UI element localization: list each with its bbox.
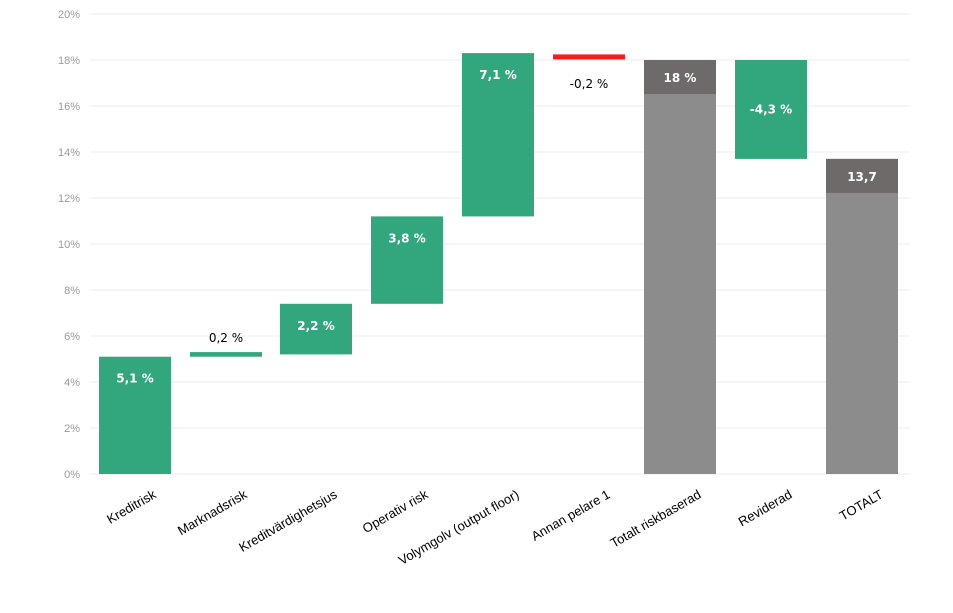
bar-total-cap [644,60,716,94]
y-tick-label: 20% [58,9,80,21]
x-tick-label: Totalt riskbaserad [608,487,704,551]
y-tick-label: 18% [58,55,80,67]
data-label: 5,1 % [116,372,153,386]
data-label: 13,7 [847,170,877,184]
bar-decrease [553,54,625,60]
data-label: 7,1 % [479,68,516,82]
bars [99,53,898,474]
y-tick-label: 10% [58,239,80,251]
data-label: -0,2 % [570,77,609,91]
y-tick-label: 16% [58,101,80,113]
bar-total [826,158,898,474]
bar-increase [99,356,171,474]
y-tick-label: 2% [64,423,80,435]
x-tick-label: Kreditrisk [104,486,159,526]
x-tick-label: Operativ risk [360,486,431,536]
bar-decrease [735,60,807,159]
x-tick-label: Marknadsrisk [175,486,250,538]
y-tick-label: 14% [58,147,80,159]
y-axis: 0% 2% 4% 6% 8% 10% 12% 14% 16% 18% 20% [58,9,80,481]
bar-increase [371,216,443,304]
x-tick-label: Annan pelare 1 [529,487,613,544]
bar-increase [462,53,534,217]
x-tick-label: Kreditvärdighetsjus [236,486,340,555]
data-label: -4,3 % [750,102,792,116]
y-tick-label: 12% [58,193,80,205]
x-tick-label: Reviderad [736,487,795,530]
x-axis: Kreditrisk MarknadsriskKreditvärdighetsju… [104,486,885,568]
y-tick-label: 4% [64,377,80,389]
y-tick-label: 0% [64,469,80,481]
data-label: 18 % [664,71,697,85]
y-tick-label: 6% [64,331,80,343]
data-label: 0,2 % [209,331,243,345]
x-tick-label: TOTALT [837,487,886,524]
data-label: 2,2 % [297,319,334,333]
bar-increase [280,303,352,355]
bar-increase [190,352,262,357]
data-label: 3,8 % [388,231,425,245]
bar-total [644,60,716,474]
y-tick-label: 8% [64,285,80,297]
data-labels: 5,1 % 0,2 % 2,2 % 3,8 % 7,1 % -0,2 % 18 % -4,3 … [116,68,877,386]
bar-total-cap [826,158,898,193]
